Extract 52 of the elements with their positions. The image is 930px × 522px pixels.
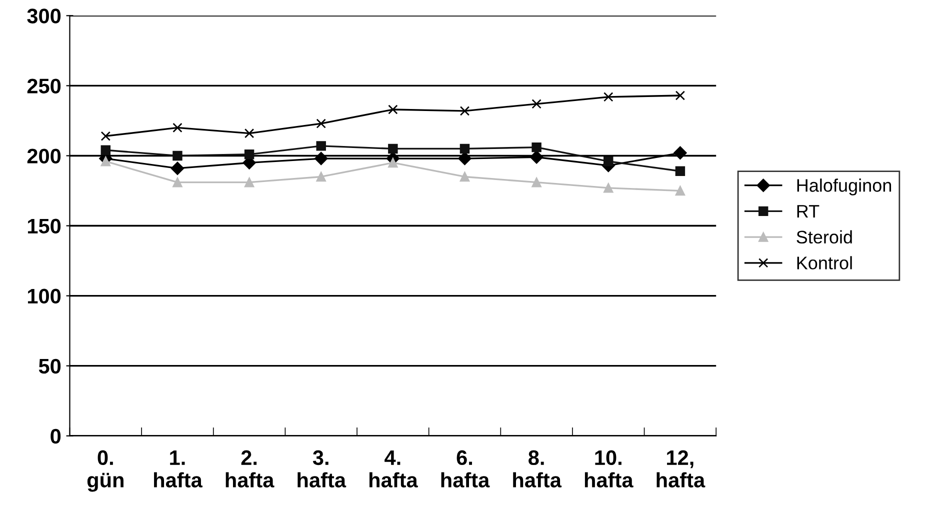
- point: [244, 128, 254, 138]
- point: [604, 92, 614, 102]
- x-tick-label: 2. hafta: [226, 450, 274, 488]
- point: [458, 152, 472, 166]
- x-tick-label: 3. hafta: [298, 450, 346, 488]
- point: [388, 158, 398, 168]
- legend-label: Halofuginon: [797, 178, 892, 196]
- point: [674, 146, 687, 160]
- point: [532, 99, 542, 109]
- point: [675, 186, 686, 196]
- x-tick-label: 8. hafta: [513, 450, 562, 488]
- point: [170, 162, 184, 175]
- point: [244, 149, 254, 160]
- y-tick-label: 100: [28, 288, 61, 304]
- point: [316, 141, 326, 151]
- x-tick-label: 12, hafta: [656, 450, 706, 488]
- point: [100, 131, 111, 141]
- x-tick-label: 1. hafta: [154, 450, 202, 488]
- x-tick-label: 6. hafta: [441, 450, 490, 488]
- point: [100, 156, 111, 166]
- point: [460, 106, 470, 116]
- point: [244, 177, 254, 188]
- point: [100, 145, 111, 155]
- point: [316, 172, 326, 182]
- x-tick-label: 4. hafta: [369, 450, 418, 488]
- point: [532, 177, 542, 188]
- point: [172, 150, 182, 161]
- point: [172, 122, 182, 133]
- point: [604, 156, 614, 166]
- legend-label: RT: [797, 205, 820, 218]
- x-tick-label: 0. gün: [87, 450, 124, 492]
- point: [316, 118, 326, 128]
- point: [388, 144, 398, 154]
- point: [530, 150, 544, 164]
- point: [675, 166, 686, 176]
- y-tick-label: 0: [50, 428, 61, 444]
- point: [604, 183, 614, 193]
- y-tick-label: 50: [38, 358, 61, 374]
- point: [460, 172, 470, 182]
- legend-label: Steroid: [796, 230, 852, 244]
- point: [675, 90, 686, 100]
- y-tick-label: 250: [27, 78, 61, 94]
- point: [388, 104, 398, 114]
- y-tick-label: 150: [28, 218, 61, 234]
- point: [532, 142, 542, 152]
- y-tick-label: 300: [27, 8, 61, 24]
- point: [460, 144, 470, 154]
- y-tick-label: 200: [27, 148, 61, 164]
- point: [314, 152, 328, 166]
- point: [172, 177, 182, 188]
- legend-label: Kontrol: [797, 256, 852, 270]
- x-tick-label: 10. hafta: [584, 450, 634, 488]
